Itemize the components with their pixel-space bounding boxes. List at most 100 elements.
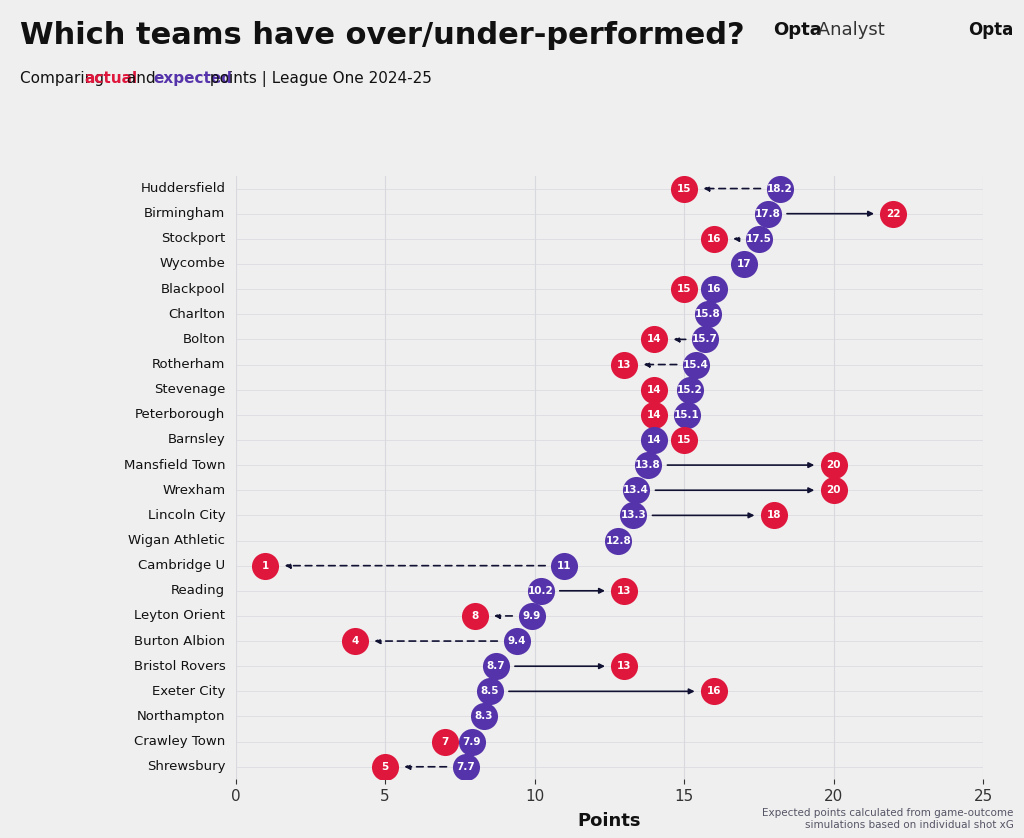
Text: 15: 15	[677, 184, 691, 194]
X-axis label: Points: Points	[578, 812, 641, 830]
Point	[825, 484, 842, 497]
Point	[751, 232, 767, 246]
Text: Rotherham: Rotherham	[152, 358, 225, 371]
Point	[696, 333, 713, 346]
Point	[475, 710, 492, 723]
Point	[640, 458, 656, 472]
Text: Comparing: Comparing	[20, 71, 110, 86]
Text: actual: actual	[84, 71, 137, 86]
Point	[676, 282, 692, 296]
Text: Huddersfield: Huddersfield	[140, 182, 225, 195]
Text: 14: 14	[647, 410, 662, 420]
Text: Analyst: Analyst	[812, 21, 885, 39]
Text: 12.8: 12.8	[605, 535, 631, 546]
Point	[646, 383, 663, 396]
Text: 13: 13	[617, 360, 632, 370]
Point	[257, 559, 273, 572]
Text: Leyton Orient: Leyton Orient	[134, 609, 225, 623]
Text: 17.8: 17.8	[755, 209, 780, 219]
Text: Expected points calculated from game-outcome
simulations based on individual sho: Expected points calculated from game-out…	[763, 808, 1014, 830]
Text: 15.8: 15.8	[695, 309, 721, 319]
Point	[347, 634, 364, 648]
Point	[760, 207, 776, 220]
Point	[682, 383, 698, 396]
Point	[532, 584, 549, 597]
Point	[487, 660, 504, 673]
Text: Stockport: Stockport	[161, 232, 225, 246]
Text: Bristol Rovers: Bristol Rovers	[133, 660, 225, 673]
Text: Reading: Reading	[171, 584, 225, 597]
Point	[436, 735, 453, 748]
Point	[706, 282, 722, 296]
Point	[766, 509, 782, 522]
Point	[735, 257, 752, 271]
Point	[771, 182, 787, 195]
Text: 9.9: 9.9	[522, 611, 541, 621]
Text: 16: 16	[707, 284, 721, 294]
Text: Wycombe: Wycombe	[160, 257, 225, 271]
Text: 15.2: 15.2	[677, 385, 702, 395]
Text: Blackpool: Blackpool	[161, 282, 225, 296]
Text: 8: 8	[471, 611, 478, 621]
Text: Exeter City: Exeter City	[152, 685, 225, 698]
Point	[467, 609, 483, 623]
Text: 11: 11	[557, 561, 571, 571]
Text: 5: 5	[381, 762, 389, 772]
Point	[646, 408, 663, 422]
Text: Birmingham: Birmingham	[144, 207, 225, 220]
Text: 10.2: 10.2	[527, 586, 553, 596]
Text: Northampton: Northampton	[137, 710, 225, 723]
Text: 7.7: 7.7	[457, 762, 475, 772]
Text: 13.4: 13.4	[624, 485, 649, 495]
Point	[616, 358, 633, 371]
Point	[646, 433, 663, 447]
Point	[616, 584, 633, 597]
Point	[610, 534, 627, 547]
Text: and: and	[122, 71, 161, 86]
Point	[464, 735, 480, 748]
Text: Bolton: Bolton	[182, 333, 225, 346]
Text: Charlton: Charlton	[168, 308, 225, 321]
Point	[825, 458, 842, 472]
Text: Wigan Athletic: Wigan Athletic	[128, 534, 225, 547]
Text: 8.3: 8.3	[474, 711, 493, 722]
Text: 8.7: 8.7	[486, 661, 505, 671]
Text: 8.5: 8.5	[480, 686, 499, 696]
Text: Shrewsbury: Shrewsbury	[146, 760, 225, 773]
Text: 17.5: 17.5	[745, 234, 772, 244]
Text: expected: expected	[154, 71, 232, 86]
Text: Opta: Opta	[969, 21, 1014, 39]
Text: 16: 16	[707, 234, 721, 244]
Point	[679, 408, 695, 422]
Text: 20: 20	[826, 460, 841, 470]
Text: 13: 13	[617, 586, 632, 596]
Text: 14: 14	[647, 334, 662, 344]
Point	[676, 433, 692, 447]
Point	[706, 685, 722, 698]
Text: 16: 16	[707, 686, 721, 696]
Text: Peterborough: Peterborough	[135, 408, 225, 422]
Text: 15: 15	[677, 284, 691, 294]
Point	[699, 308, 716, 321]
Text: 18: 18	[767, 510, 781, 520]
Text: Stevenage: Stevenage	[154, 383, 225, 396]
Point	[676, 182, 692, 195]
Text: 4: 4	[351, 636, 358, 646]
Point	[616, 660, 633, 673]
Text: 9.4: 9.4	[507, 636, 526, 646]
Text: 18.2: 18.2	[767, 184, 793, 194]
Text: 14: 14	[647, 385, 662, 395]
Text: Mansfield Town: Mansfield Town	[124, 458, 225, 472]
Text: 13.3: 13.3	[621, 510, 646, 520]
Point	[706, 232, 722, 246]
Text: 15.1: 15.1	[674, 410, 699, 420]
Text: Cambridge U: Cambridge U	[138, 559, 225, 572]
Text: Crawley Town: Crawley Town	[134, 735, 225, 748]
Text: 20: 20	[826, 485, 841, 495]
Text: 7.9: 7.9	[463, 737, 481, 747]
Text: 15.4: 15.4	[683, 360, 709, 370]
Point	[688, 358, 705, 371]
Text: 14: 14	[647, 435, 662, 445]
Point	[458, 760, 474, 773]
Text: 13: 13	[617, 661, 632, 671]
